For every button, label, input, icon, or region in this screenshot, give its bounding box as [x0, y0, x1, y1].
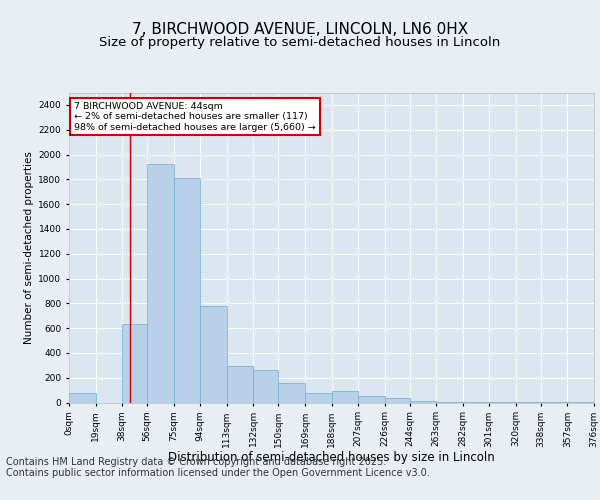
Text: 7 BIRCHWOOD AVENUE: 44sqm
← 2% of semi-detached houses are smaller (117)
98% of : 7 BIRCHWOOD AVENUE: 44sqm ← 2% of semi-d…	[74, 102, 316, 132]
Bar	[385, 398, 410, 402]
Bar	[305, 392, 331, 402]
X-axis label: Distribution of semi-detached houses by size in Lincoln: Distribution of semi-detached houses by …	[168, 450, 495, 464]
Text: Contains HM Land Registry data © Crown copyright and database right 2025.
Contai: Contains HM Land Registry data © Crown c…	[6, 456, 430, 478]
Y-axis label: Number of semi-detached properties: Number of semi-detached properties	[24, 151, 34, 344]
Bar	[200, 306, 227, 402]
Bar	[358, 396, 385, 402]
Bar	[174, 178, 200, 402]
Text: 7, BIRCHWOOD AVENUE, LINCOLN, LN6 0HX: 7, BIRCHWOOD AVENUE, LINCOLN, LN6 0HX	[132, 22, 468, 36]
Bar	[122, 324, 147, 402]
Bar	[253, 370, 278, 402]
Text: Size of property relative to semi-detached houses in Lincoln: Size of property relative to semi-detach…	[100, 36, 500, 49]
Bar	[278, 384, 305, 402]
Bar	[227, 366, 253, 403]
Bar	[69, 393, 95, 402]
Bar	[147, 164, 174, 402]
Bar	[331, 390, 358, 402]
